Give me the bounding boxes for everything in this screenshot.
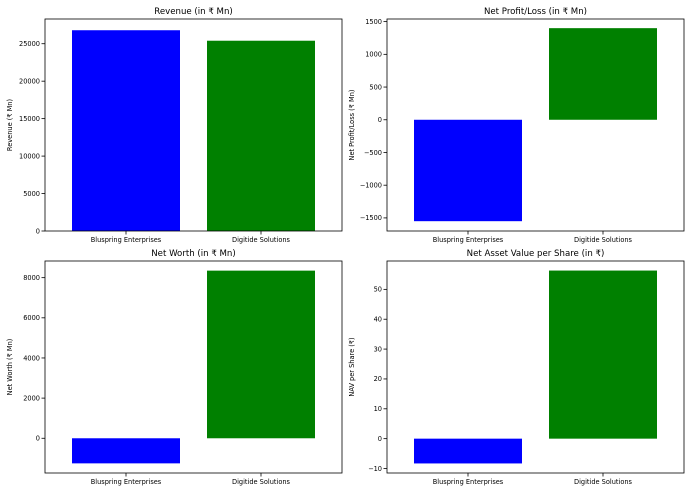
y-tick-label: 2000 bbox=[23, 394, 40, 402]
chart-panel-3: 0 2000 4000 6000 8000 Bluspring Enterprises Di… bbox=[6, 249, 343, 486]
bar-1-2 bbox=[207, 40, 315, 231]
y-tick-label: 20 bbox=[374, 375, 382, 383]
y-tick-label: 1500 bbox=[365, 18, 382, 26]
y-tick-label: 4000 bbox=[23, 354, 40, 362]
x-tick-label: Digitide Solutions bbox=[232, 236, 291, 244]
y-tick-label: 0 bbox=[378, 116, 382, 124]
y-tick-label: 0 bbox=[36, 435, 40, 443]
y-tick-label: 500 bbox=[369, 83, 382, 91]
y-tick-label: 20000 bbox=[19, 77, 40, 85]
bar-3-2 bbox=[207, 270, 315, 439]
chart-panel-1: 0 5000 10000 15000 20000 25000 Bluspring Enter… bbox=[6, 7, 343, 244]
bar-4-1 bbox=[414, 438, 522, 464]
chart-panel-2: −1500 −1000 −500 0 500 1000 1500 Bluspring Ente… bbox=[348, 7, 685, 244]
y-axis-label: Net Profit/Loss (₹ Mn) bbox=[348, 90, 356, 161]
x-tick-label: Digitide Solutions bbox=[574, 478, 633, 486]
y-tick-label: 5000 bbox=[23, 190, 40, 198]
bar-2-1 bbox=[414, 119, 522, 222]
y-tick-label: −1000 bbox=[360, 181, 382, 189]
x-tick-label: Digitide Solutions bbox=[574, 236, 633, 244]
y-axis-label: Revenue (₹ Mn) bbox=[6, 99, 14, 151]
chart-title: Net Worth (in ₹ Mn) bbox=[151, 249, 235, 259]
x-tick-label: Bluspring Enterprises bbox=[433, 478, 504, 486]
axes-frame bbox=[44, 18, 343, 232]
y-tick-label: 8000 bbox=[23, 274, 40, 282]
y-tick-label: 40 bbox=[374, 316, 382, 324]
y-tick-label: 50 bbox=[374, 286, 382, 294]
bar-2-2 bbox=[549, 28, 657, 120]
x-tick-label: Digitide Solutions bbox=[232, 478, 291, 486]
y-tick-label: 10000 bbox=[19, 152, 40, 160]
y-tick-label: 0 bbox=[378, 435, 382, 443]
y-tick-label: 6000 bbox=[23, 314, 40, 322]
y-tick-label: 1000 bbox=[365, 51, 382, 59]
x-tick-label: Bluspring Enterprises bbox=[91, 236, 162, 244]
y-axis-label: Net Worth (₹ Mn) bbox=[6, 339, 14, 396]
chart-title: Revenue (in ₹ Mn) bbox=[154, 7, 233, 17]
y-tick-label: −500 bbox=[364, 149, 382, 157]
axes-frame bbox=[386, 18, 685, 232]
y-tick-label: 30 bbox=[374, 345, 382, 353]
bar-1-1 bbox=[72, 30, 180, 231]
bar-3-1 bbox=[72, 438, 180, 464]
y-tick-label: 10 bbox=[374, 405, 382, 413]
bar-4-2 bbox=[549, 270, 657, 439]
y-tick-label: 15000 bbox=[19, 115, 40, 123]
y-tick-label: 25000 bbox=[19, 40, 40, 48]
y-tick-label: 0 bbox=[36, 227, 40, 235]
chart-title: Net Profit/Loss (in ₹ Mn) bbox=[484, 7, 587, 17]
y-tick-label: −1500 bbox=[360, 214, 382, 222]
y-tick-label: −10 bbox=[368, 465, 382, 473]
y-axis-label: NAV per Share (₹) bbox=[348, 337, 356, 396]
chart-panel-4: −10 0 10 20 30 40 50 Bluspring Enterprises Digit… bbox=[348, 249, 685, 486]
chart-title: Net Asset Value per Share (in ₹) bbox=[467, 249, 605, 259]
axes-frame bbox=[386, 260, 685, 474]
x-tick-label: Bluspring Enterprises bbox=[433, 236, 504, 244]
axes-frame bbox=[44, 260, 343, 474]
x-tick-label: Bluspring Enterprises bbox=[91, 478, 162, 486]
